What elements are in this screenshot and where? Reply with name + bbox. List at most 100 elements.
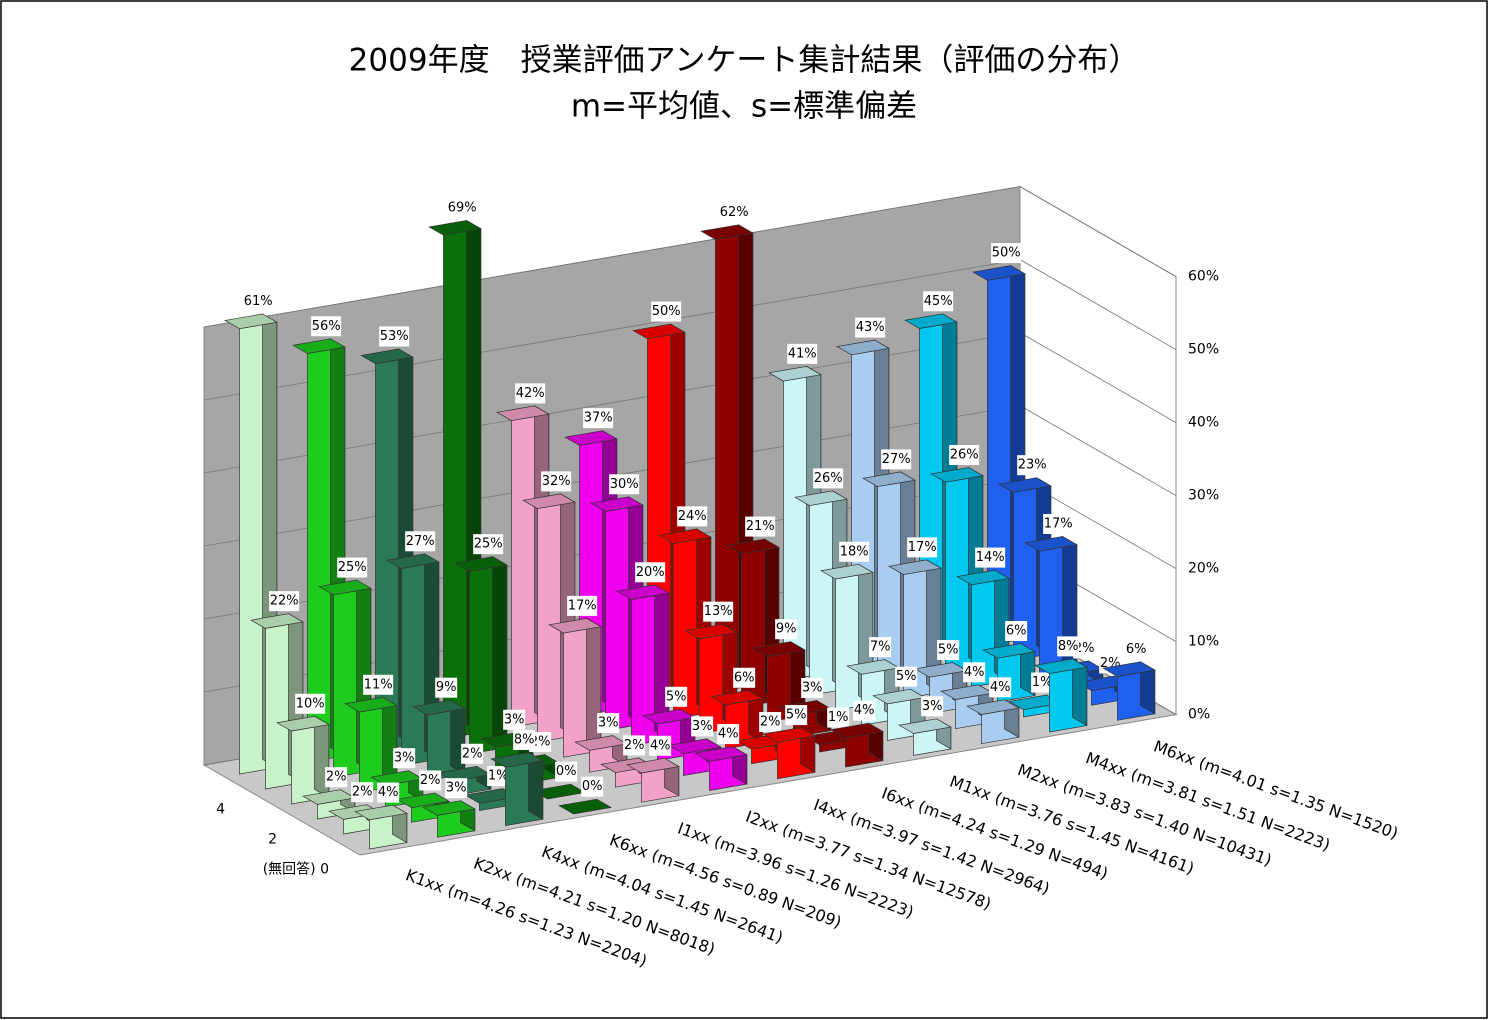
bar-top [1008,694,1062,711]
bar [1034,658,1088,733]
y-tick-label: 40% [1188,415,1219,431]
value-label: 2% [326,770,347,785]
bar-top [694,746,748,762]
value-label-box [733,667,756,688]
value-label-box [1043,513,1074,534]
value-label: 3% [922,699,943,714]
bar [344,696,398,793]
value-label: 30% [610,477,639,492]
value-label-box [243,291,274,312]
value-label-box [963,662,986,683]
value-label-box [1125,639,1148,660]
bar-top [302,789,356,805]
bar [762,727,816,780]
value-label: 6% [1006,623,1027,638]
bar-top [412,699,466,716]
value-label-box [703,601,734,622]
depth-tick-label: (無回答) 0 [263,861,329,878]
value-label-box [269,591,300,612]
value-label: 2% [420,773,441,788]
value-label: 7% [870,640,891,655]
value-label-box [405,531,436,552]
bar-top [574,735,628,751]
bar-top [354,804,408,821]
bar-top [982,643,1036,659]
bar-top [972,265,1026,281]
value-label: 1% [828,710,849,725]
bar [830,722,884,768]
y-tick-label: 10% [1188,634,1219,650]
value-label: 0% [556,764,577,779]
value-label-box [665,686,688,707]
bar-top [496,405,550,421]
value-label: 23% [1018,458,1047,473]
value-label-box [991,243,1022,264]
value-label: 4% [378,785,399,800]
value-label: 10% [296,696,325,711]
bar-top [940,684,994,700]
value-label-box [651,301,682,322]
value-label: 62% [720,205,749,220]
value-label-box [787,343,818,364]
bar-top [422,800,476,816]
value-label: 27% [406,534,435,549]
bar-top [344,696,398,713]
bar-top [956,569,1010,586]
value-label: 5% [896,669,917,684]
bar-top [318,579,372,596]
bar [898,718,952,756]
value-label-box [461,743,484,764]
bar [1102,661,1156,721]
bar-top [658,528,712,544]
value-label-box [555,761,578,782]
bar-top [820,563,874,580]
value-label-box [801,677,824,698]
value-label-box [827,707,850,728]
value-label-box [1031,672,1054,693]
value-label: 8% [1058,639,1079,654]
value-label: 2% [760,714,781,729]
bar [616,584,670,746]
bar-top [438,765,492,782]
bar-top [768,366,822,382]
value-label: 11% [364,677,393,692]
value-label-box [515,383,546,404]
bar [454,556,508,755]
value-label: 56% [312,319,341,334]
y-tick-label: 50% [1188,342,1219,358]
bar [694,746,748,791]
chart-subtitle: m=平均値、s=標準偏差 [571,89,917,125]
value-label: 4% [990,680,1011,695]
value-label-box [445,778,468,799]
value-label-box [759,711,782,732]
value-label-box [813,468,844,489]
value-label-box [583,408,614,429]
value-label: 27% [882,452,911,467]
bar [558,798,612,815]
value-label: 9% [776,622,797,637]
value-label-box [435,677,458,698]
value-label-box [649,735,672,756]
value-label-box [937,639,960,660]
value-label: 42% [516,386,545,401]
value-label: 6% [734,670,755,685]
bar-top [1102,661,1156,677]
value-label-box [881,449,912,470]
value-label-box [567,595,598,616]
value-label-box [775,619,798,640]
value-label-box [855,317,886,338]
bar-top [1034,658,1088,674]
bar-top [966,699,1020,715]
value-label-box [719,202,750,223]
bar-top [276,715,330,732]
bar-top [862,471,916,487]
value-label: 4% [650,738,671,753]
value-label: 3% [446,781,467,796]
bar-top [396,792,450,809]
bar-top [700,224,754,240]
bar-top [752,641,806,657]
bar-top [454,556,508,572]
value-label: 69% [448,200,477,215]
bar-top [684,623,738,640]
bar-top [836,339,890,356]
